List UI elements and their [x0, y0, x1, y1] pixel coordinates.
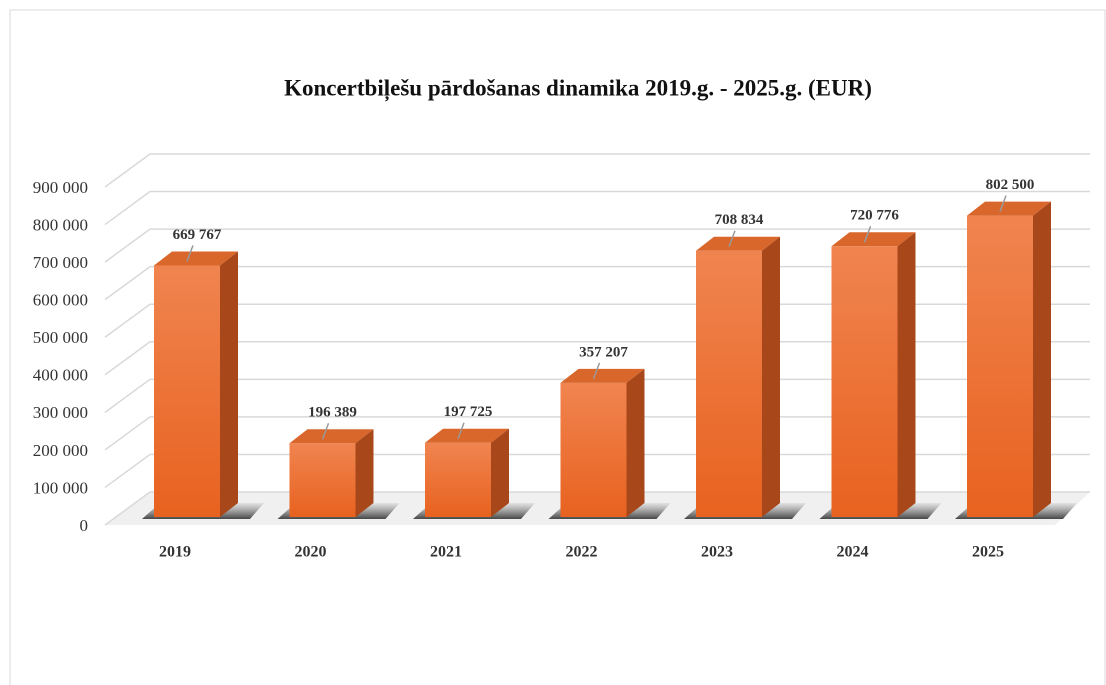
x-tick-label: 2024 [837, 544, 869, 561]
bar-side [626, 368, 645, 517]
x-tick-label: 2020 [295, 544, 327, 561]
x-tick-label: 2021 [430, 544, 462, 561]
bar [289, 443, 356, 517]
leader-line [321, 422, 330, 440]
grid-line [104, 303, 1090, 338]
y-tick-label: 700 000 [33, 253, 88, 272]
x-tick-label: 2025 [972, 544, 1004, 561]
x-tick-label: 2023 [701, 544, 733, 561]
grid-line [104, 265, 1090, 301]
leader-line [999, 195, 1007, 212]
bar-side [220, 251, 238, 518]
chart-title: Koncertbiļešu pārdošanas dinamika 2019.g… [284, 75, 872, 102]
bar-top [967, 201, 1051, 216]
data-label: 357 207 [579, 344, 628, 360]
bar-top [696, 236, 780, 251]
bar [425, 442, 491, 517]
leader-line [457, 422, 465, 440]
data-label: 669 767 [173, 227, 222, 243]
bar-top [154, 251, 238, 266]
bar [831, 246, 898, 517]
bar [696, 250, 762, 517]
y-tick-label: 500 000 [33, 328, 88, 347]
bar [560, 382, 627, 517]
bar [967, 215, 1033, 517]
x-tick-label: 2022 [566, 544, 598, 561]
bar [154, 265, 220, 517]
data-label: 197 725 [444, 404, 493, 420]
chart-border [9, 9, 1106, 685]
bar-side [897, 232, 916, 517]
grid-line [104, 153, 1090, 188]
y-tick-label: 900 000 [33, 178, 88, 197]
leader-line [863, 226, 872, 243]
data-label: 720 776 [850, 208, 899, 224]
leader-line [186, 245, 194, 262]
bar-side [355, 429, 374, 517]
data-label: 708 834 [715, 212, 764, 228]
bar-top [560, 368, 645, 383]
y-tick-label: 200 000 [33, 441, 88, 460]
bar-side [491, 428, 509, 517]
leader-line [728, 230, 736, 248]
y-tick-label: 400 000 [33, 366, 88, 385]
bar-top [425, 428, 509, 443]
y-tick-label: 300 000 [33, 403, 88, 422]
y-tick-label: 100 000 [33, 478, 88, 497]
bar-top [831, 232, 916, 247]
bar-side [762, 236, 780, 517]
grid-line [104, 190, 1090, 226]
data-label: 802 500 [986, 177, 1035, 193]
x-tick-label: 2019 [159, 544, 191, 561]
y-tick-label: 600 000 [33, 291, 88, 310]
grid-line [104, 228, 1090, 263]
bar-top [289, 429, 374, 444]
y-tick-label: 800 000 [33, 215, 88, 234]
leader-line [592, 362, 601, 380]
bar-side [1033, 201, 1051, 517]
y-tick-label: 0 [80, 516, 89, 535]
data-label: 196 389 [308, 405, 357, 421]
